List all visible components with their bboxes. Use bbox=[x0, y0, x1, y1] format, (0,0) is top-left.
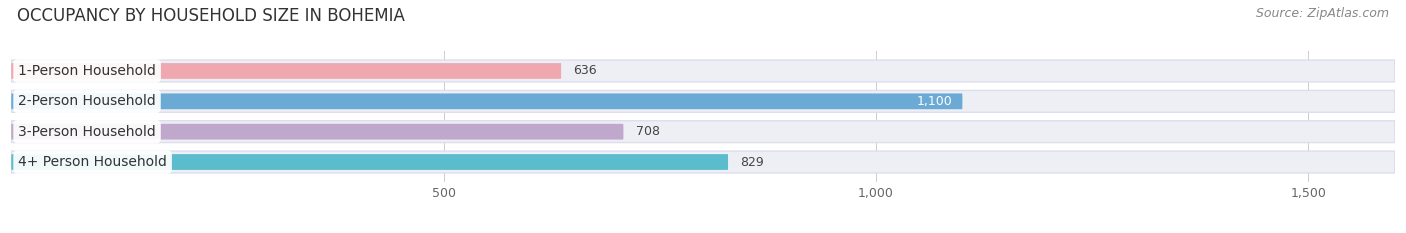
Text: 708: 708 bbox=[636, 125, 659, 138]
FancyBboxPatch shape bbox=[11, 63, 561, 79]
FancyBboxPatch shape bbox=[11, 60, 1395, 82]
FancyBboxPatch shape bbox=[11, 124, 623, 140]
Text: Source: ZipAtlas.com: Source: ZipAtlas.com bbox=[1256, 7, 1389, 20]
Text: 1,100: 1,100 bbox=[917, 95, 952, 108]
Text: 1-Person Household: 1-Person Household bbox=[18, 64, 156, 78]
FancyBboxPatch shape bbox=[11, 154, 728, 170]
Text: 636: 636 bbox=[574, 65, 598, 78]
Text: 3-Person Household: 3-Person Household bbox=[18, 125, 156, 139]
Text: 829: 829 bbox=[740, 155, 763, 168]
FancyBboxPatch shape bbox=[11, 151, 1395, 173]
FancyBboxPatch shape bbox=[11, 121, 1395, 143]
Text: 4+ Person Household: 4+ Person Household bbox=[18, 155, 167, 169]
Text: 2-Person Household: 2-Person Household bbox=[18, 94, 156, 108]
FancyBboxPatch shape bbox=[11, 93, 963, 109]
Text: OCCUPANCY BY HOUSEHOLD SIZE IN BOHEMIA: OCCUPANCY BY HOUSEHOLD SIZE IN BOHEMIA bbox=[17, 7, 405, 25]
FancyBboxPatch shape bbox=[11, 90, 1395, 112]
